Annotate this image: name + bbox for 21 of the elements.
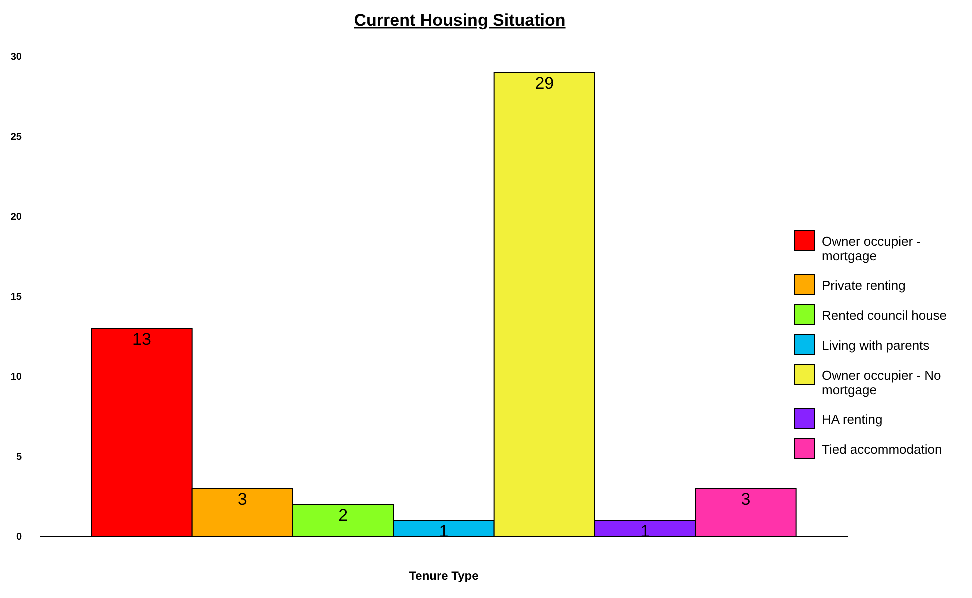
y-tick-label: 20 bbox=[10, 212, 22, 224]
legend-label: Private renting bbox=[822, 278, 906, 293]
y-tick-label: 0 bbox=[16, 532, 22, 544]
legend-label: Rented council house bbox=[822, 308, 948, 323]
data-label: 3 bbox=[741, 490, 751, 509]
y-tick-label: 10 bbox=[10, 372, 22, 384]
y-tick-label: 30 bbox=[10, 52, 22, 64]
x-axis-title: Tenure Type bbox=[409, 569, 480, 583]
data-label: 13 bbox=[132, 330, 152, 349]
y-tick-label: 5 bbox=[16, 452, 22, 464]
y-tick-label: 15 bbox=[10, 292, 22, 304]
data-label: 29 bbox=[535, 74, 554, 93]
legend-label: HA renting bbox=[822, 412, 883, 427]
legend-label: Living with parents bbox=[822, 338, 930, 353]
legend-label: Tied accommodation bbox=[822, 442, 942, 457]
legend-label: Owner occupier - No mortgage bbox=[822, 368, 942, 398]
data-label: 2 bbox=[338, 506, 348, 525]
legend-label: Owner occupier - mortgage bbox=[822, 234, 921, 264]
y-tick-label: 25 bbox=[10, 132, 22, 144]
data-label: 3 bbox=[238, 490, 248, 509]
chart-title: Current Housing Situation bbox=[354, 11, 566, 30]
